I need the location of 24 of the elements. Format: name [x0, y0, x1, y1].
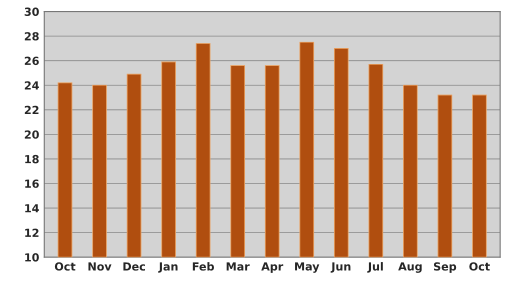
x-tick-label: Aug — [398, 262, 422, 273]
x-tick-label: Sep — [434, 262, 456, 273]
y-tick-label: 14 — [25, 204, 39, 212]
y-tick-label: 28 — [24, 32, 39, 41]
x-tick-label: Jun — [330, 262, 350, 273]
x-tick-label: Apr — [261, 262, 284, 273]
y-tick-label: 12 — [25, 228, 38, 237]
y-tick-label: 24 — [24, 81, 39, 90]
x-tick-label: Dec — [123, 262, 146, 271]
x-tick-label: May — [295, 262, 320, 273]
y-tick-label: 20 — [24, 130, 39, 139]
y-tick-label: 16 — [25, 180, 39, 188]
y-tick-label: 22 — [24, 106, 38, 114]
x-tick-label: Nov — [88, 262, 112, 271]
y-tick-label: 30 — [24, 8, 39, 16]
y-tick-label: 26 — [24, 56, 39, 66]
x-tick-label: Oct — [54, 262, 76, 271]
x-tick-label: Jul — [367, 262, 383, 273]
y-tick-label: 10 — [25, 253, 39, 262]
x-tick-label: Feb — [192, 262, 214, 271]
x-tick-label: Oct — [469, 262, 490, 271]
x-tick-label: Jan — [158, 262, 178, 273]
x-tick-label: Mar — [226, 262, 250, 271]
y-tick-label: 18 — [25, 154, 39, 164]
